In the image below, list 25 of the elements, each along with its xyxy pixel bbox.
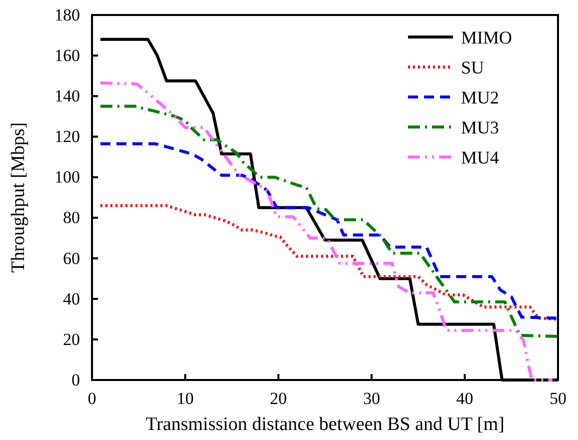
x-axis-title: Transmission distance between BS and UT [m] — [146, 414, 504, 435]
line-series — [98, 104, 560, 338]
y-tick-label: 0 — [72, 370, 80, 390]
legend-label: MU4 — [461, 147, 500, 168]
y-tick-label: 160 — [54, 46, 80, 65]
x-tick-label: 0 — [88, 389, 96, 408]
y-tick-label: 180 — [54, 5, 80, 24]
legend-label: MIMO — [461, 27, 512, 48]
legend-label: MU2 — [461, 87, 500, 108]
y-tick-label: 140 — [54, 86, 80, 106]
x-tick-label: 40 — [456, 389, 474, 408]
x-tick-label: 30 — [363, 389, 380, 408]
y-tick-label: 40 — [63, 289, 80, 308]
x-tick-label: 50 — [550, 389, 566, 408]
y-tick-label: 120 — [54, 127, 80, 146]
legend-label: MU3 — [461, 117, 500, 138]
y-tick-label: 80 — [63, 208, 80, 228]
y-tick-label: 100 — [54, 168, 80, 187]
y-tick-label: 20 — [63, 330, 80, 349]
y-axis-title: Throughput [Mbps] — [8, 122, 29, 273]
legend-label: SU — [461, 57, 484, 78]
x-tick-label: 10 — [176, 389, 194, 408]
x-tick-label: 20 — [270, 389, 287, 408]
y-tick-label: 60 — [63, 248, 80, 268]
line-series — [98, 142, 560, 320]
